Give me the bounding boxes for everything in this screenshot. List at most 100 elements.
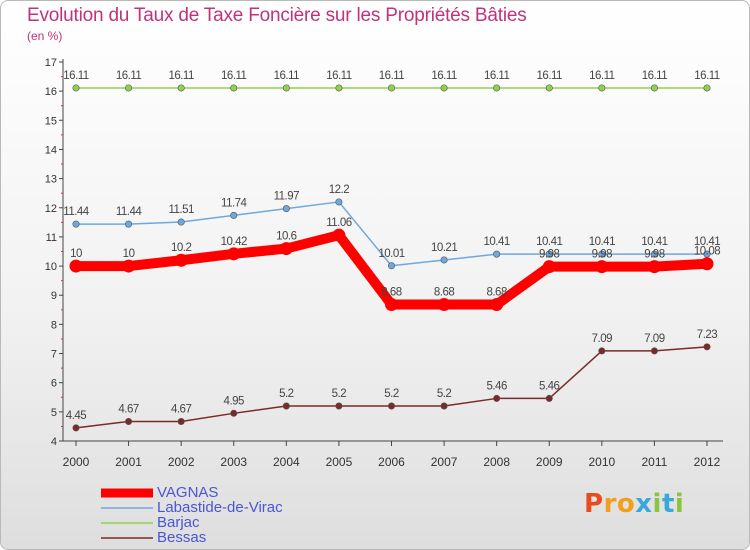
data-point — [335, 402, 343, 410]
x-tick-label: 2003 — [220, 455, 247, 469]
data-label: 10.08 — [694, 246, 720, 258]
data-label: 11.06 — [326, 217, 352, 229]
data-point — [493, 250, 501, 258]
data-point — [69, 259, 83, 273]
data-label: 16.11 — [379, 70, 405, 82]
data-point — [440, 256, 448, 264]
y-tick-label: 13 — [45, 174, 57, 186]
data-label: 10.41 — [536, 236, 562, 248]
data-label: 16.11 — [168, 70, 194, 82]
y-tick-label: 8 — [51, 319, 57, 331]
data-label: 10.01 — [378, 248, 404, 260]
data-label: 16.11 — [326, 70, 352, 82]
y-tick-label: 14 — [45, 144, 57, 156]
data-label: 7.23 — [697, 329, 717, 341]
x-tick-label: 2007 — [431, 455, 458, 469]
proxiti-logo: Proxiti — [584, 489, 684, 519]
x-axis-ticks: 2000 2001 2002 2003 2004 2005 2006 2007 2008 2009… — [63, 441, 721, 469]
data-label: 10.6 — [276, 231, 296, 243]
data-point — [122, 259, 136, 273]
y-tick-label: 4 — [51, 436, 57, 448]
x-tick-label: 2006 — [378, 455, 405, 469]
data-point — [72, 220, 80, 228]
data-label: 5.2 — [279, 388, 294, 400]
legend-swatch-labastide — [101, 506, 153, 509]
data-label: 9.98 — [644, 249, 664, 261]
legend-swatch-barjac — [101, 521, 153, 524]
data-point — [598, 250, 606, 258]
data-label: 16.11 — [63, 70, 89, 82]
y-tick-label: 5 — [51, 407, 57, 419]
data-label: 8.68 — [486, 287, 506, 299]
y-tick-label: 9 — [51, 290, 57, 302]
data-point — [545, 84, 553, 92]
logo-letter: i — [652, 489, 662, 519]
data-label: 10 — [123, 248, 135, 260]
data-point — [177, 218, 185, 226]
data-point — [440, 84, 448, 92]
data-point — [542, 260, 556, 274]
data-point — [385, 298, 398, 312]
data-point — [279, 242, 293, 256]
data-label: 4.95 — [224, 395, 244, 407]
data-point — [650, 347, 658, 355]
data-label: 5.46 — [539, 380, 559, 392]
x-tick-label: 2009 — [536, 455, 563, 469]
logo-letter: t — [661, 489, 675, 519]
y-tick-label: 6 — [51, 378, 57, 390]
data-label: 7.09 — [644, 333, 664, 345]
data-point — [282, 402, 290, 410]
data-point — [282, 205, 290, 213]
data-label: 11.97 — [274, 191, 300, 203]
data-point — [335, 84, 343, 92]
data-label: 10.42 — [221, 236, 247, 248]
data-label: 8.68 — [381, 287, 401, 299]
data-point — [703, 343, 711, 351]
data-point — [545, 394, 553, 402]
data-label: 10.41 — [694, 236, 720, 248]
data-label: 10.21 — [431, 242, 457, 254]
data-label: 10.41 — [484, 236, 510, 248]
data-point — [387, 402, 395, 410]
y-tick-label: 15 — [45, 115, 57, 127]
data-point — [72, 84, 80, 92]
data-point — [700, 257, 714, 271]
data-label: 16.11 — [484, 70, 510, 82]
data-point — [650, 250, 658, 258]
y-tick-label: 7 — [51, 349, 57, 361]
data-point — [545, 250, 553, 258]
data-label: 11.44 — [63, 206, 90, 218]
data-label: 8.68 — [434, 287, 454, 299]
x-tick-label: 2008 — [483, 455, 510, 469]
x-tick-label: 2000 — [63, 455, 90, 469]
legend-swatch-bessas — [101, 536, 153, 539]
data-label: 4.45 — [66, 410, 86, 422]
series-barjac: 16.11 16.11 16.11 16.11 16.11 16.11 16.11 16.11… — [63, 70, 720, 92]
chart-title: Evolution du Taux de Taxe Foncière sur l… — [27, 5, 527, 26]
data-point — [332, 228, 346, 242]
data-point — [335, 198, 343, 206]
series-layer: 4.45 4.67 4.67 4.95 5.2 5.2 5.2 5.2 5.46 5.46 7.09… — [63, 70, 721, 432]
data-point — [174, 253, 188, 267]
data-label: 16.11 — [431, 70, 457, 82]
data-label: 4.67 — [118, 403, 138, 415]
data-point — [230, 211, 238, 219]
y-tick-label: 10 — [45, 261, 57, 273]
data-point — [72, 424, 80, 432]
data-label: 10.41 — [589, 236, 615, 248]
y-axis-ticks: 4 5 6 7 8 9 10 11 12 13 14 15 16 17 — [45, 57, 63, 448]
data-label: 16.11 — [694, 70, 720, 82]
unit-label: (en %) — [27, 29, 63, 43]
x-tick-label: 2010 — [588, 455, 615, 469]
x-tick-label: 2005 — [326, 455, 353, 469]
y-tick-label: 12 — [45, 203, 57, 215]
data-point — [125, 84, 133, 92]
data-point — [387, 84, 395, 92]
data-label: 16.11 — [116, 70, 142, 82]
data-point — [703, 84, 711, 92]
data-point — [125, 220, 133, 228]
data-point — [230, 84, 238, 92]
data-label: 11.51 — [168, 204, 194, 216]
